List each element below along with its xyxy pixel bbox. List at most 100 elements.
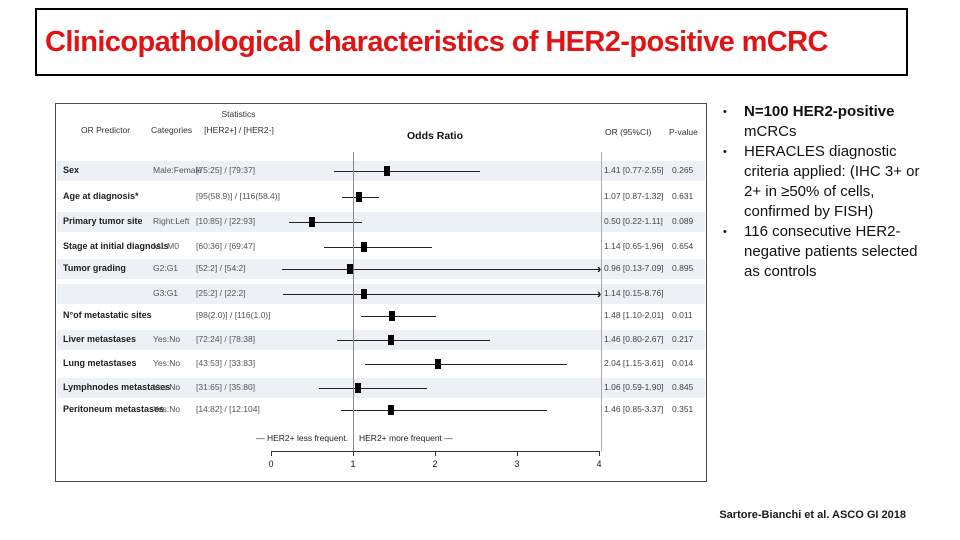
or-value: 0.96 [0.13-7.09] <box>604 263 664 273</box>
ci-line <box>334 171 481 172</box>
x-axis-tick <box>271 451 272 456</box>
ci-line <box>324 247 432 248</box>
citation-footer: Sartore-Bianchi et al. ASCO GI 2018 <box>719 509 906 521</box>
or-value: 1.14 [0.15-8.76] <box>604 288 664 298</box>
row-stats: [25:2] / [22:2] <box>196 288 246 298</box>
key-points-list: • N=100 HER2-positive mCRCs • HERACLES d… <box>721 102 933 282</box>
or-value: 1.46 [0.85-3.37] <box>604 404 664 414</box>
row-stats: [60:36] / [69:47] <box>196 241 256 251</box>
x-axis-tick <box>517 451 518 456</box>
or-value: 1.14 [0.65-1.96] <box>604 241 664 251</box>
p-value: 0.265 <box>672 165 694 175</box>
row-label: N°of metastatic sites <box>63 310 152 320</box>
bullet-rest-text: HERACLES diagnostic criteria applied: (I… <box>744 143 924 220</box>
predictor-column-header: OR Predictor <box>81 125 131 135</box>
row-category: Yes:No <box>153 404 181 414</box>
row-label: Tumor grading <box>63 263 126 273</box>
or-value: 1.48 [1.10-2.01] <box>604 310 664 320</box>
row-stats: [72:24] / [78:38] <box>196 334 256 344</box>
plot-right-frame-line <box>601 152 602 451</box>
row-category: Yes:No <box>153 334 181 344</box>
or-value: 1.06 [0.59-1.90] <box>604 382 664 392</box>
or-marker <box>354 383 361 393</box>
row-label: Primary tumor site <box>63 216 143 226</box>
row-category: Yes:No <box>153 358 181 368</box>
row-stats: [10:85] / [22:93] <box>196 216 256 226</box>
row-label: Liver metastases <box>63 334 137 344</box>
page-title: Clinicopathological characteristics of H… <box>45 25 828 58</box>
row-label: Sex <box>63 165 80 175</box>
reference-line-or1 <box>353 152 354 451</box>
or-marker <box>361 289 368 299</box>
arrow-right-icon: › <box>597 261 602 276</box>
x-axis-tick-label: 4 <box>596 459 602 469</box>
or-value: 0.50 [0.22-1.11] <box>604 216 663 226</box>
p-value: 0.011 <box>672 310 693 320</box>
x-axis-tick-label: 0 <box>268 459 274 469</box>
or-marker <box>435 359 442 369</box>
or-marker <box>389 311 396 321</box>
row-stats: [31:65] / [35:80] <box>196 382 256 392</box>
row-stats: [75:25] / [79:37] <box>196 165 256 175</box>
row-label: Lymphnodes metastases <box>63 382 171 392</box>
row-category: Male:Female <box>153 165 203 175</box>
or-marker <box>387 405 394 415</box>
categories-column-header: Categories <box>151 125 193 135</box>
row-category: Yes:No <box>153 382 181 392</box>
p-value: 0.089 <box>672 216 694 226</box>
row-stats: [14:82] / [12:104] <box>196 404 260 414</box>
row-label: Age at diagnosis* <box>63 191 139 201</box>
ci-line <box>281 269 599 270</box>
or-marker <box>309 217 315 227</box>
row-category: G2:G1 <box>153 263 179 273</box>
ci-line <box>283 294 599 295</box>
p-value: 0.014 <box>672 358 694 368</box>
row-label: Lung metastases <box>63 358 137 368</box>
ci-line <box>340 410 548 411</box>
p-value: 0.654 <box>672 241 694 251</box>
legend-right-label: HER2+ more frequent — <box>359 433 453 443</box>
x-axis-tick-label: 3 <box>514 459 520 469</box>
or-marker <box>361 242 368 252</box>
row-category: G3:G1 <box>153 288 179 298</box>
title-box: Clinicopathological characteristics of H… <box>35 8 908 76</box>
or-value: 1.41 [0.77-2.55] <box>604 165 664 175</box>
p-value-column-header: P-value <box>669 127 698 137</box>
row-stats: [43:53] / [33:83] <box>196 358 256 368</box>
ci-line <box>365 364 568 365</box>
list-item: • 116 consecutive HER2-negative patients… <box>721 222 933 282</box>
ci-line <box>361 316 436 317</box>
or-value: 1.07 [0.87-1.32] <box>604 191 664 201</box>
bullet-icon: • <box>723 106 727 118</box>
bullet-text: N=100 HER2-positive mCRCs <box>744 102 933 142</box>
bullet-icon: • <box>723 146 727 158</box>
p-value: 0.351 <box>672 404 694 414</box>
x-axis-tick-label: 2 <box>432 459 438 469</box>
bullet-icon: • <box>723 226 727 238</box>
bullet-rest-text: mCRCs <box>744 103 899 140</box>
or-ci-column-header: OR (95%CI) <box>605 127 652 137</box>
p-value: 0.895 <box>672 263 694 273</box>
ci-line <box>289 222 362 223</box>
row-stats: [98(2.0)] / [116(1.0)] <box>196 310 271 320</box>
row-label: Stage at initial diagnosis <box>63 241 169 251</box>
x-axis-tick <box>599 451 600 456</box>
or-value: 1.46 [0.80-2.67] <box>604 334 664 344</box>
forest-plot-panel: Statistics OR Predictor Categories [HER2… <box>55 103 707 482</box>
ci-line <box>336 340 490 341</box>
row-stats: [52:2] / [54:2] <box>196 263 246 273</box>
or-marker <box>387 335 394 345</box>
bullet-bold-text: N=100 HER2-positive <box>744 103 895 120</box>
bullet-text: HERACLES diagnostic criteria applied: (I… <box>744 142 933 222</box>
row-label: Peritoneum metastases <box>63 404 165 414</box>
p-value: 0.631 <box>672 191 694 201</box>
p-value: 0.845 <box>672 382 694 392</box>
bullet-rest-text: 116 consecutive HER2-negative patients s… <box>744 223 922 280</box>
or-marker <box>346 264 353 274</box>
statistics-column-header: [HER2+] / [HER2-] <box>204 125 274 135</box>
x-axis-tick-label: 1 <box>350 459 356 469</box>
or-marker <box>355 192 362 202</box>
p-value: 0.217 <box>672 334 694 344</box>
arrow-right-icon: › <box>597 286 602 301</box>
